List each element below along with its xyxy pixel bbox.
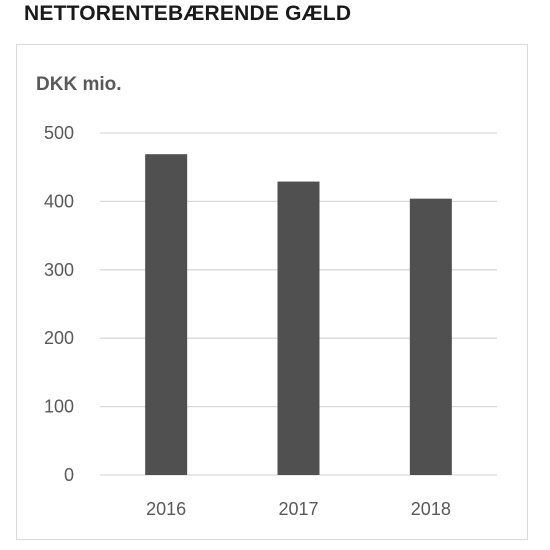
y-tick-label: 200 bbox=[44, 328, 74, 348]
y-tick-label: 300 bbox=[44, 260, 74, 280]
bar-2016 bbox=[145, 154, 188, 476]
bar-2018 bbox=[409, 198, 452, 475]
y-axis-ticks: 0 100 200 300 400 500 bbox=[44, 123, 74, 485]
chart-panel bbox=[16, 44, 528, 540]
y-tick-label: 500 bbox=[44, 123, 74, 143]
x-axis-ticks: 2016 2017 2018 bbox=[146, 499, 451, 519]
bar-2017 bbox=[277, 181, 320, 475]
y-tick-label: 100 bbox=[44, 397, 74, 417]
x-tick-label: 2016 bbox=[146, 499, 186, 519]
y-tick-label: 400 bbox=[44, 191, 74, 211]
chart-title: NETTORENTEBÆRENDE GÆLD bbox=[24, 2, 352, 25]
x-tick-label: 2018 bbox=[411, 499, 451, 519]
y-axis-unit-label: DKK mio. bbox=[36, 74, 122, 95]
x-tick-label: 2017 bbox=[278, 499, 318, 519]
bars bbox=[145, 154, 452, 476]
y-tick-label: 0 bbox=[64, 465, 74, 485]
